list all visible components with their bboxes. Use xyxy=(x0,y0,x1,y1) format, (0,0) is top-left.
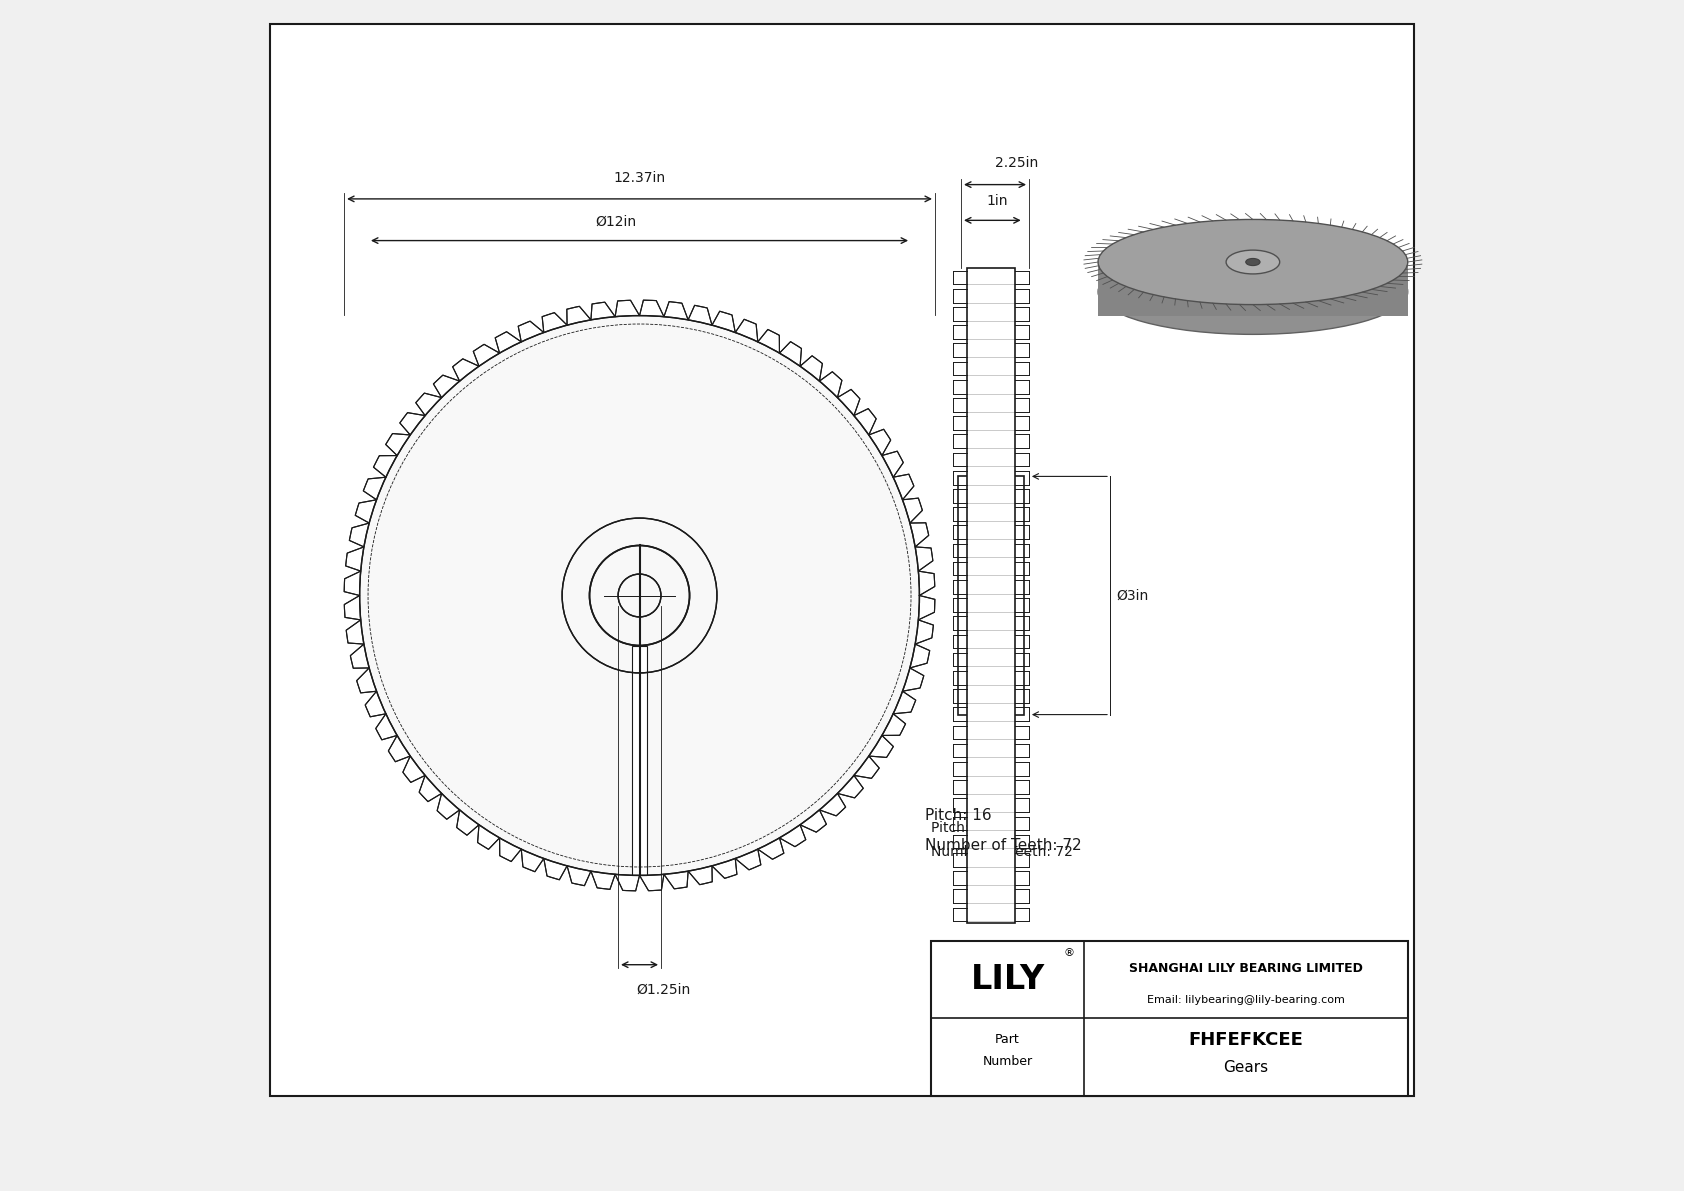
Text: Gears: Gears xyxy=(1223,1060,1268,1075)
Text: ®: ® xyxy=(1063,948,1074,958)
Ellipse shape xyxy=(1246,258,1260,266)
FancyBboxPatch shape xyxy=(633,646,647,875)
Ellipse shape xyxy=(1226,250,1280,274)
Text: Pitch: 16: Pitch: 16 xyxy=(931,821,992,835)
Text: 2.25in: 2.25in xyxy=(995,156,1039,170)
FancyBboxPatch shape xyxy=(958,476,1024,715)
Text: Pitch: 16: Pitch: 16 xyxy=(926,809,992,823)
Text: Ø1.25in: Ø1.25in xyxy=(637,983,690,997)
Text: Part: Part xyxy=(995,1034,1021,1047)
Ellipse shape xyxy=(1098,249,1408,335)
Text: Email: lilybearing@lily-bearing.com: Email: lilybearing@lily-bearing.com xyxy=(1147,994,1346,1005)
Text: Number of Teeth: 72: Number of Teeth: 72 xyxy=(931,844,1073,859)
Text: FHFEFKCEE: FHFEFKCEE xyxy=(1189,1031,1303,1049)
FancyBboxPatch shape xyxy=(271,24,1413,1096)
FancyBboxPatch shape xyxy=(1098,262,1408,316)
Text: 12.37in: 12.37in xyxy=(613,170,665,185)
FancyBboxPatch shape xyxy=(931,941,1408,1096)
Circle shape xyxy=(360,316,919,875)
Text: Number of Teeth: 72: Number of Teeth: 72 xyxy=(926,838,1083,853)
Ellipse shape xyxy=(1098,219,1408,305)
FancyBboxPatch shape xyxy=(967,268,1015,923)
Text: Ø12in: Ø12in xyxy=(594,214,637,229)
Text: LILY: LILY xyxy=(970,964,1044,996)
Text: Ø3in: Ø3in xyxy=(1116,588,1148,603)
Text: SHANGHAI LILY BEARING LIMITED: SHANGHAI LILY BEARING LIMITED xyxy=(1128,962,1362,975)
Text: Number: Number xyxy=(982,1055,1032,1068)
Text: 1in: 1in xyxy=(987,194,1007,208)
